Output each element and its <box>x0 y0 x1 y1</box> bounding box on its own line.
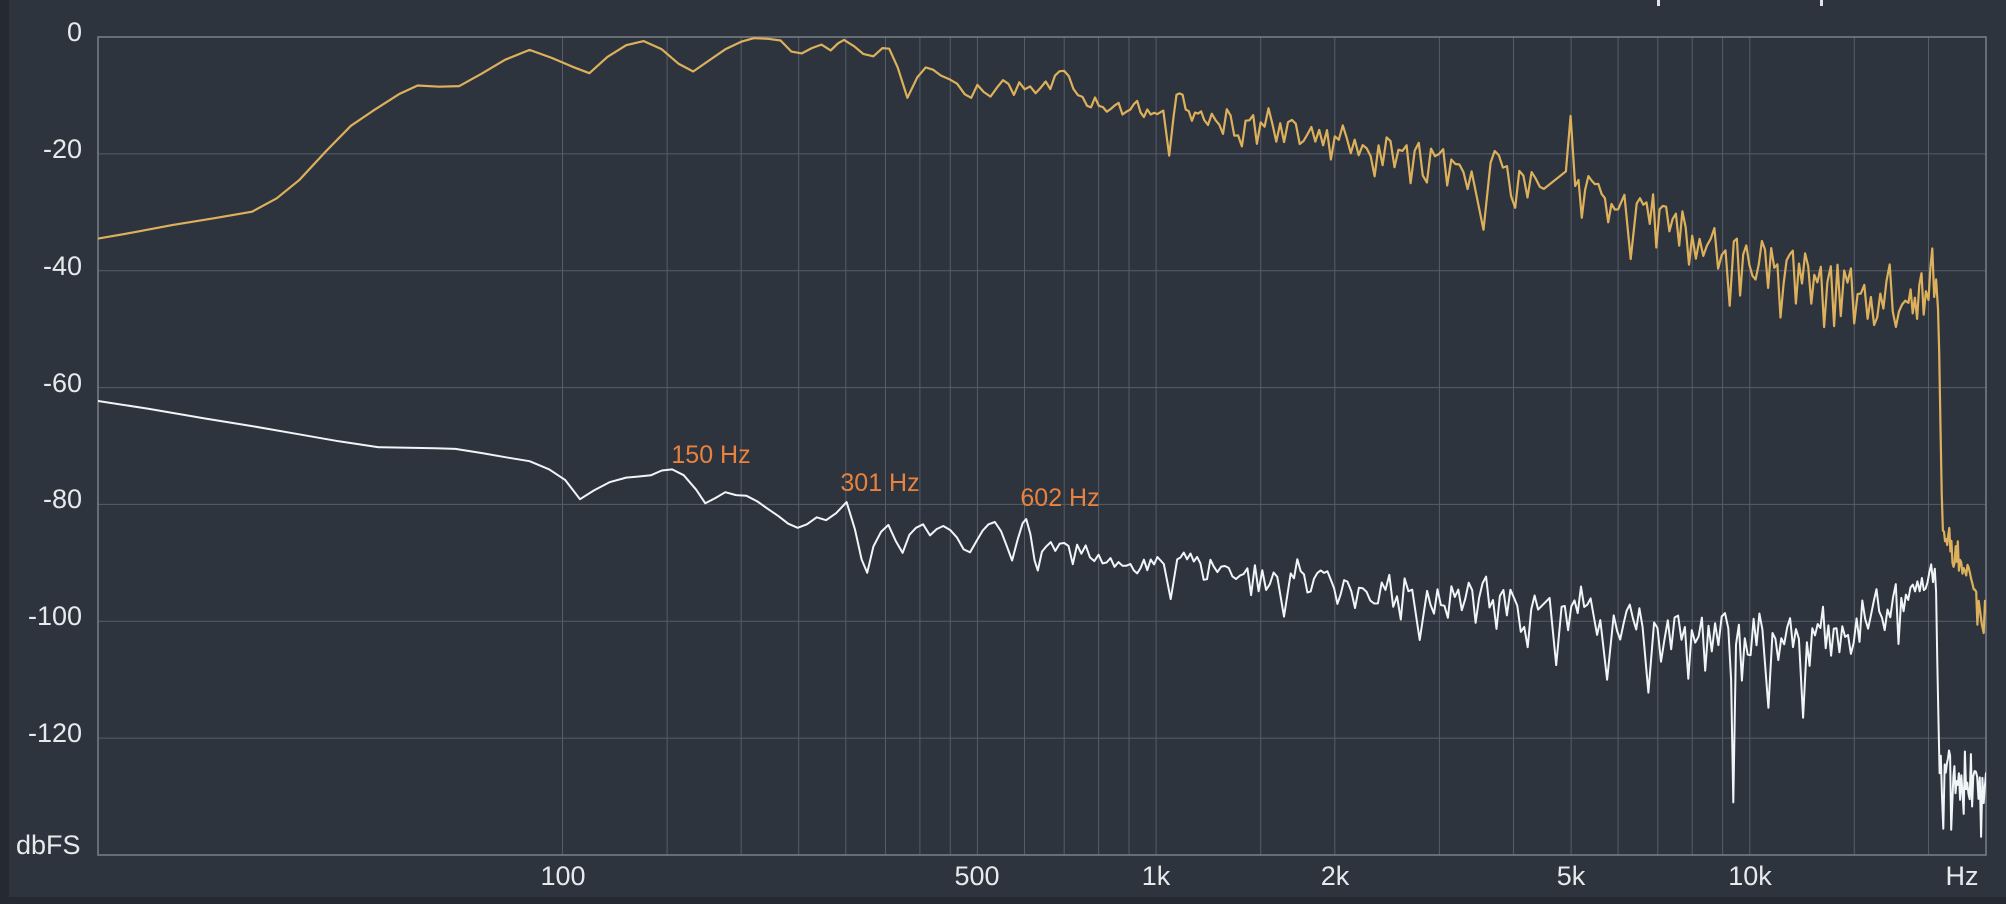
clipped-text-artifact <box>1657 0 1660 6</box>
traces <box>98 37 1986 838</box>
x-tick-label-2k: 2k <box>1320 861 1350 891</box>
plot-area[interactable] <box>98 37 1986 855</box>
x-tick-label-1k: 1k <box>1141 861 1171 891</box>
x-axis-unit-label: Hz <box>1945 861 1979 891</box>
y-tick-label-0: 0 <box>66 17 82 47</box>
y-tick-label--60: -60 <box>42 368 82 398</box>
y-tick-label--100: -100 <box>27 601 82 631</box>
y-tick-label--120: -120 <box>27 718 82 748</box>
y-tick-label--80: -80 <box>42 484 82 514</box>
plot-border <box>97 36 1987 856</box>
y-tick-label--20: -20 <box>42 134 82 164</box>
window-edge-left <box>0 0 9 904</box>
y-tick-label--40: -40 <box>42 251 82 281</box>
x-tick-label-10k: 10k <box>1728 861 1772 891</box>
window-edge-bottom <box>0 897 2006 904</box>
signal-spectrum-trace <box>98 37 1986 635</box>
x-tick-label-500: 500 <box>954 861 1000 891</box>
harmonic-label-301hz: 301 Hz <box>840 469 920 497</box>
grid-lines <box>98 37 1986 855</box>
noise-floor-trace <box>98 400 1986 838</box>
y-axis-unit-label: dbFS <box>16 830 81 860</box>
x-tick-label-100: 100 <box>540 861 586 891</box>
x-tick-label-5k: 5k <box>1556 861 1586 891</box>
harmonic-label-150hz: 150 Hz <box>671 441 751 469</box>
harmonic-label-602hz: 602 Hz <box>1020 484 1100 512</box>
clipped-text-artifact <box>1820 0 1823 6</box>
